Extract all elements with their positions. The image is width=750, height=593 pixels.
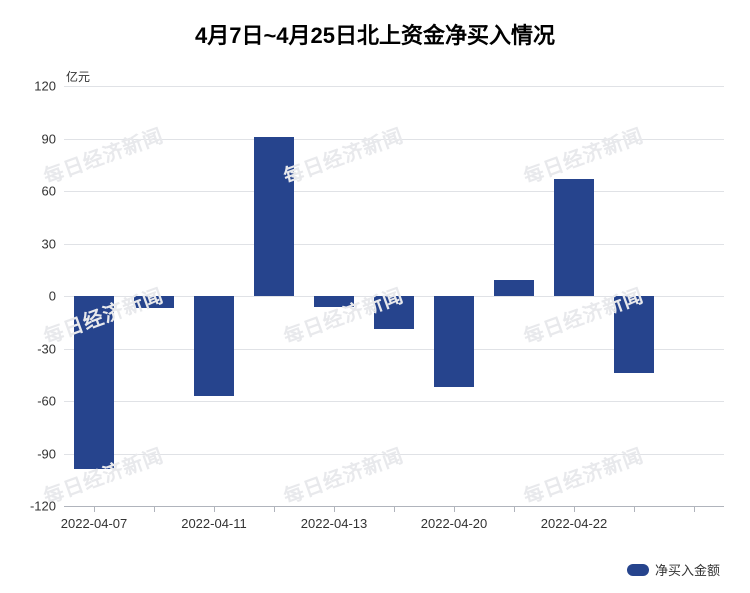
chart-title: 4月7日~4月25日北上资金净买入情况	[0, 0, 750, 50]
x-tick-mark	[154, 506, 155, 512]
y-tick-label: 0	[49, 289, 64, 304]
x-tick-label: 2022-04-20	[421, 506, 488, 531]
x-tick-mark	[394, 506, 395, 512]
y-tick-label: -60	[37, 394, 64, 409]
chart-container: 4月7日~4月25日北上资金净买入情况 亿元 -120-90-60-300306…	[0, 0, 750, 593]
x-tick-label: 2022-04-13	[301, 506, 368, 531]
y-tick-label: 30	[42, 236, 64, 251]
grid-line	[64, 139, 724, 140]
bar	[194, 296, 235, 396]
y-tick-label: 60	[42, 184, 64, 199]
plot-area: -120-90-60-3003060901202022-04-072022-04…	[64, 86, 724, 506]
bar	[434, 296, 475, 387]
legend: 净买入金额	[627, 560, 720, 579]
bar	[254, 137, 295, 296]
x-tick-label: 2022-04-07	[61, 506, 128, 531]
bar	[494, 280, 535, 296]
legend-label: 净买入金额	[655, 560, 720, 579]
grid-line	[64, 401, 724, 402]
y-tick-label: 120	[34, 79, 64, 94]
bar	[554, 179, 595, 296]
bar	[614, 296, 655, 373]
bar	[134, 296, 175, 308]
bar	[314, 296, 355, 307]
grid-line	[64, 191, 724, 192]
y-tick-label: 90	[42, 131, 64, 146]
y-axis-unit-label: 亿元	[66, 68, 90, 85]
y-tick-label: -120	[30, 499, 64, 514]
y-tick-label: -90	[37, 446, 64, 461]
x-tick-label: 2022-04-22	[541, 506, 608, 531]
x-tick-label: 2022-04-11	[181, 506, 247, 531]
bar	[374, 296, 415, 329]
y-tick-label: -30	[37, 341, 64, 356]
grid-line	[64, 86, 724, 87]
x-tick-mark	[274, 506, 275, 512]
x-tick-mark	[634, 506, 635, 512]
grid-line	[64, 244, 724, 245]
x-tick-mark	[514, 506, 515, 512]
bar	[74, 296, 115, 469]
grid-line	[64, 454, 724, 455]
legend-swatch	[627, 564, 649, 576]
x-tick-mark	[694, 506, 695, 512]
